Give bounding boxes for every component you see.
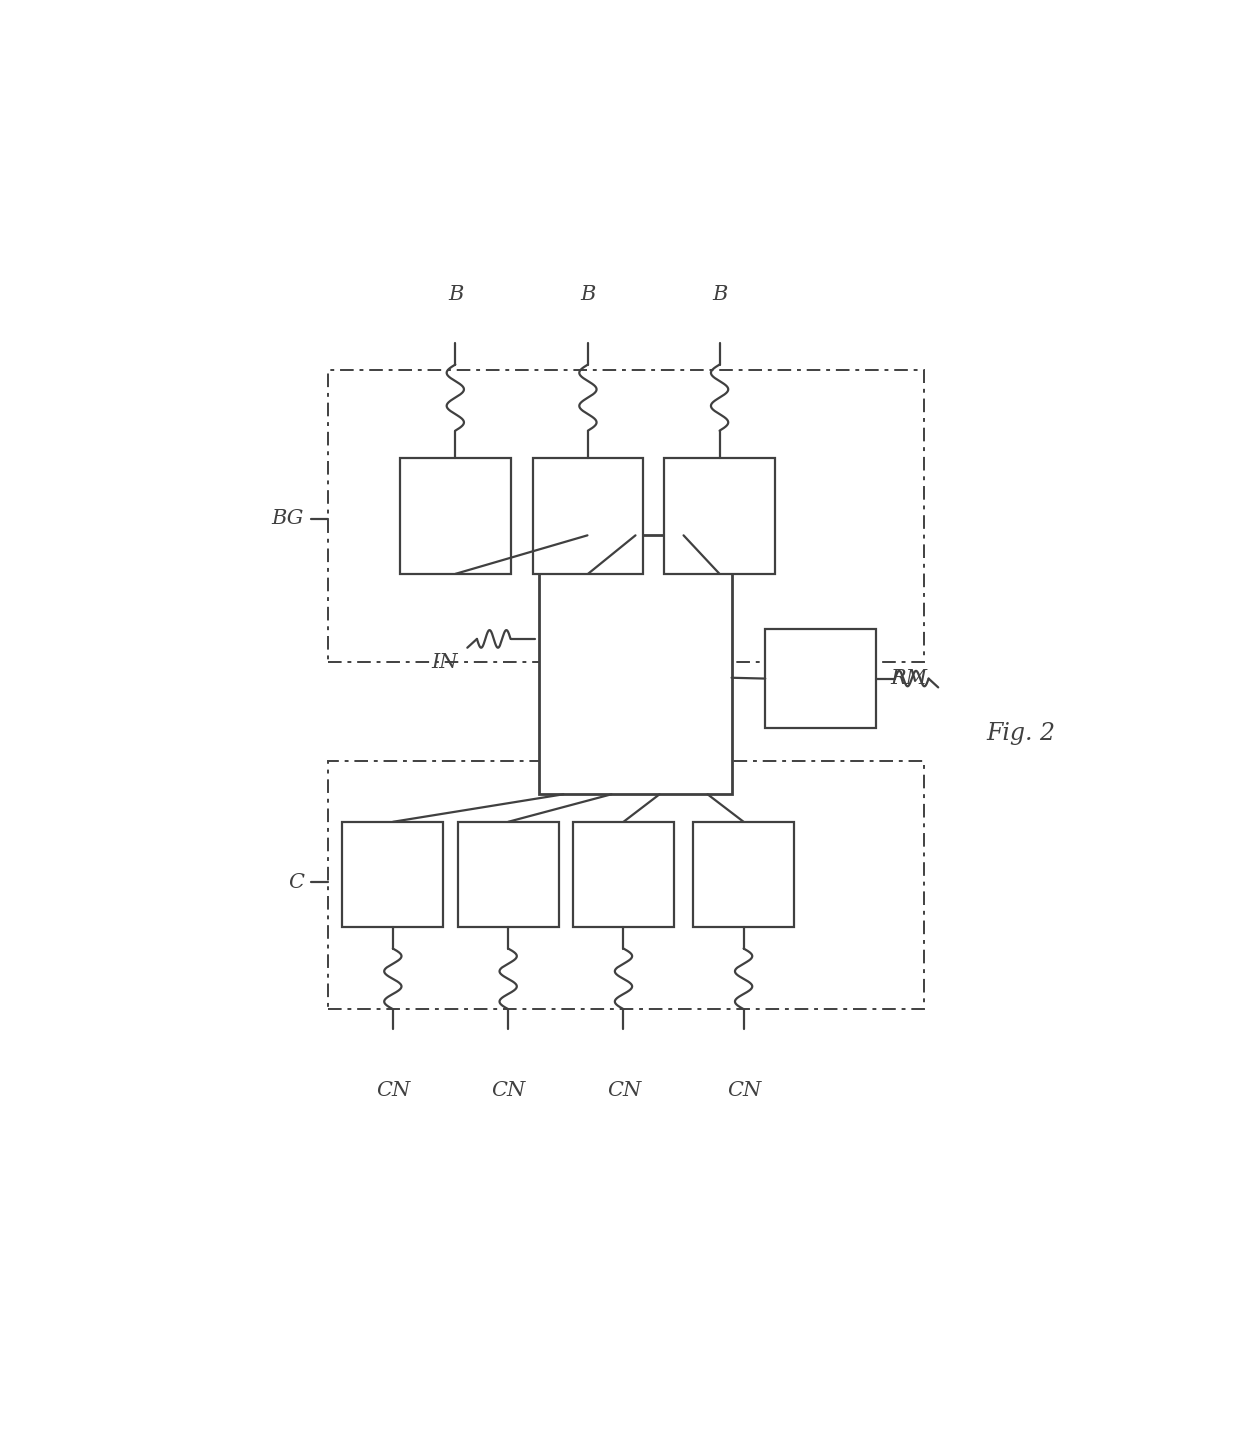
Bar [458,821,558,926]
Bar [765,630,875,728]
Text: B: B [580,285,596,303]
Text: Fig. 2: Fig. 2 [986,723,1055,746]
Bar [533,458,644,574]
Text: CN: CN [376,1080,410,1100]
Bar [693,821,794,926]
Bar [401,458,511,574]
Text: RM: RM [890,670,928,688]
Bar [665,458,775,574]
Bar [539,535,732,794]
Text: BG: BG [272,509,304,528]
Bar [327,761,924,1009]
Text: CN: CN [727,1080,761,1100]
Bar [573,821,675,926]
Bar [327,371,924,663]
Text: B: B [713,285,728,303]
Text: IN: IN [432,653,458,671]
Text: CN: CN [606,1080,641,1100]
Text: B: B [448,285,464,303]
Bar [342,821,444,926]
Text: C: C [288,873,304,892]
Text: CN: CN [491,1080,526,1100]
